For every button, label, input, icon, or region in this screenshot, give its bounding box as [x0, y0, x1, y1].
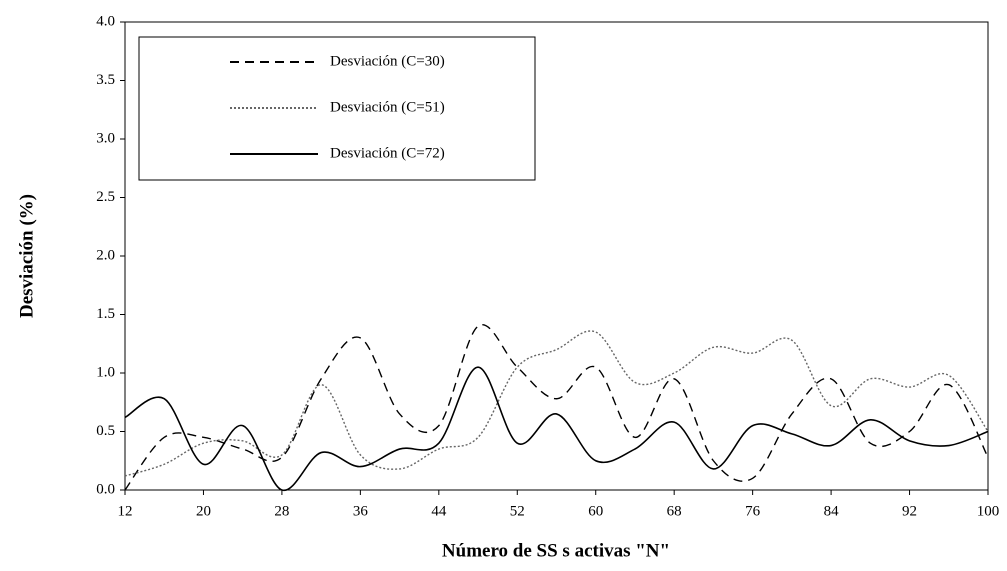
x-tick-label: 28	[274, 503, 289, 519]
y-tick-label: 3.0	[96, 130, 115, 146]
x-tick-label: 52	[510, 503, 525, 519]
x-tick-label: 100	[977, 503, 1000, 519]
x-tick-label: 36	[353, 503, 369, 519]
y-tick-label: 1.5	[96, 306, 115, 322]
y-tick-label: 0.5	[96, 423, 115, 439]
data-line	[124, 366, 989, 491]
legend-label: Desviación (C=72)	[330, 145, 445, 161]
x-tick-label: 76	[745, 503, 761, 519]
x-tick-label: 92	[902, 503, 917, 519]
data-line	[124, 330, 989, 477]
legend-box	[138, 36, 536, 181]
y-axis-title: Desviación (%)	[16, 194, 37, 318]
y-tick-label: 1.0	[96, 364, 115, 380]
x-axis-title: Número de SS s activas "N"	[442, 540, 670, 561]
x-tick-label: 68	[667, 503, 682, 519]
x-tick-label: 60	[588, 503, 603, 519]
legend-label: Desviación (C=51)	[330, 99, 445, 115]
x-tick-label: 12	[118, 503, 133, 519]
y-tick-label: 2.0	[96, 247, 115, 263]
y-tick-label: 0.0	[96, 481, 115, 497]
y-tick-label: 3.5	[96, 72, 115, 88]
x-tick-label: 44	[431, 503, 447, 519]
legend-label: Desviación (C=30)	[330, 53, 445, 69]
x-tick-label: 20	[196, 503, 211, 519]
y-tick-label: 4.0	[96, 13, 115, 29]
data-line	[124, 323, 989, 491]
y-tick-label: 2.5	[96, 189, 115, 205]
x-tick-label: 84	[824, 503, 840, 519]
